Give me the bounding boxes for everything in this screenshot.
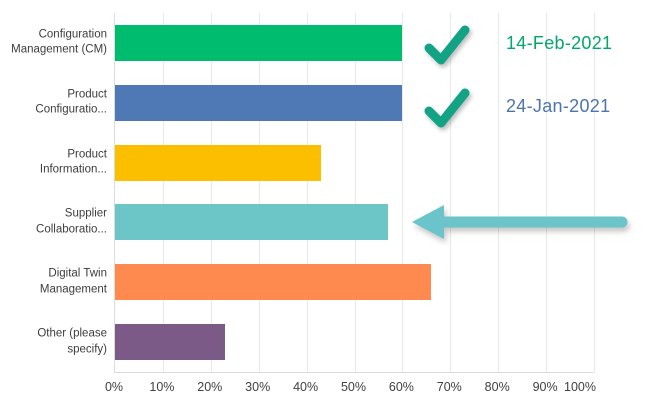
bar-6	[115, 324, 226, 360]
gridline	[594, 13, 595, 372]
gridline	[354, 13, 356, 372]
date-label-1: 14-Feb-2021	[506, 33, 613, 53]
gridline	[258, 13, 260, 372]
gridline	[546, 13, 548, 372]
bar-5	[115, 264, 432, 300]
category-label-3: Product Information...	[39, 148, 107, 176]
gridline	[498, 13, 500, 372]
x-tick-label: 40%	[293, 380, 319, 394]
gridline	[450, 13, 452, 372]
x-tick-label: 20%	[197, 380, 223, 394]
gridline	[306, 13, 308, 372]
x-tick-label: 70%	[436, 380, 462, 394]
x-tick-label: 60%	[388, 380, 414, 394]
arrow-left-icon	[412, 205, 628, 239]
gridline	[402, 13, 404, 372]
gridline	[210, 13, 212, 372]
x-tick-label: 10%	[149, 380, 175, 394]
bar-1	[115, 25, 403, 61]
x-tick-label: 80%	[484, 380, 510, 394]
x-tick-label: 30%	[245, 380, 271, 394]
bar-4	[115, 204, 389, 240]
category-label-6: Other (please specify)	[37, 327, 107, 356]
x-tick-label: 100%	[564, 380, 596, 394]
x-tick-label: 0%	[104, 380, 124, 394]
x-tick-label: 50%	[340, 380, 367, 394]
category-label-4: Supplier Collaboratio...	[36, 207, 107, 236]
bar-2	[115, 85, 403, 121]
category-label-2: Product Configuratio...	[35, 88, 107, 116]
checkmark-icon	[424, 25, 470, 65]
gridline	[162, 13, 164, 372]
x-tick-label: 90%	[532, 380, 558, 394]
checkmark-icon	[424, 88, 470, 128]
plot-area	[114, 13, 595, 373]
x-axis: 0% 10% 20% 30% 40% 50% 60% 70% 80% 90% 100%	[0, 380, 650, 400]
bar-3	[115, 145, 321, 181]
category-label-1: Configuration Management (CM)	[11, 28, 107, 56]
category-label-5: Digital Twin Management	[39, 267, 107, 296]
date-label-2: 24-Jan-2021	[506, 96, 611, 116]
